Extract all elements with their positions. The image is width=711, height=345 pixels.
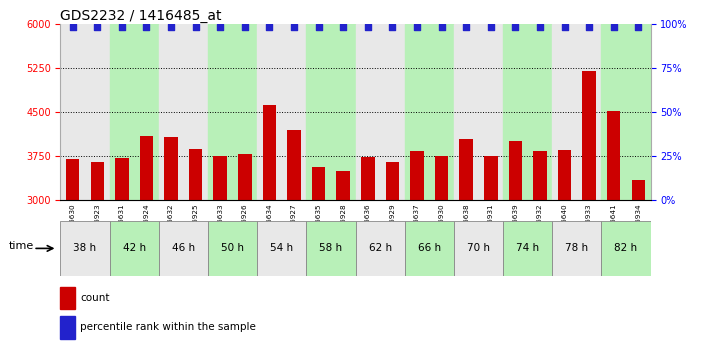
Bar: [115, 158, 129, 200]
Bar: [410, 151, 424, 200]
Bar: [60, 24, 109, 200]
Bar: [60, 221, 109, 276]
Point: [289, 24, 300, 30]
Bar: [454, 221, 503, 276]
Text: GDS2232 / 1416485_at: GDS2232 / 1416485_at: [60, 9, 222, 23]
Point: [411, 24, 422, 30]
Point: [313, 24, 324, 30]
Text: 50 h: 50 h: [221, 244, 244, 253]
Text: 82 h: 82 h: [614, 244, 638, 253]
Bar: [459, 139, 473, 200]
Text: 54 h: 54 h: [270, 244, 294, 253]
Bar: [208, 221, 257, 276]
Point: [190, 24, 201, 30]
Bar: [109, 221, 159, 276]
Point: [116, 24, 127, 30]
Point: [436, 24, 447, 30]
Point: [67, 24, 78, 30]
Bar: [164, 137, 178, 200]
Point: [338, 24, 349, 30]
Point: [584, 24, 595, 30]
Bar: [140, 136, 154, 200]
Bar: [454, 24, 503, 200]
Text: 58 h: 58 h: [319, 244, 343, 253]
Bar: [336, 171, 350, 200]
Point: [461, 24, 472, 30]
Bar: [557, 150, 571, 200]
Point: [239, 24, 250, 30]
Bar: [385, 162, 399, 200]
Bar: [257, 221, 306, 276]
Bar: [306, 221, 356, 276]
Bar: [159, 24, 208, 200]
Bar: [533, 151, 547, 200]
Point: [633, 24, 644, 30]
Bar: [508, 141, 522, 200]
Bar: [306, 24, 356, 200]
Bar: [552, 221, 602, 276]
Bar: [607, 111, 621, 200]
Bar: [435, 156, 449, 200]
Bar: [257, 24, 306, 200]
Bar: [312, 167, 326, 200]
Text: time: time: [9, 241, 34, 250]
Bar: [109, 24, 159, 200]
Bar: [552, 24, 602, 200]
Bar: [213, 156, 227, 200]
Bar: [405, 24, 454, 200]
Text: count: count: [80, 293, 109, 303]
Point: [559, 24, 570, 30]
Bar: [90, 162, 104, 200]
Bar: [503, 24, 552, 200]
Text: 46 h: 46 h: [172, 244, 195, 253]
Text: 70 h: 70 h: [467, 244, 490, 253]
Bar: [208, 24, 257, 200]
Bar: [262, 105, 276, 200]
Bar: [60, 316, 75, 339]
Point: [264, 24, 275, 30]
Bar: [356, 24, 405, 200]
Bar: [66, 159, 80, 200]
Text: 74 h: 74 h: [516, 244, 539, 253]
Bar: [159, 221, 208, 276]
Bar: [356, 221, 405, 276]
Text: 38 h: 38 h: [73, 244, 97, 253]
Text: 62 h: 62 h: [368, 244, 392, 253]
Text: 78 h: 78 h: [565, 244, 589, 253]
Point: [387, 24, 398, 30]
Point: [608, 24, 619, 30]
Point: [166, 24, 177, 30]
Bar: [602, 24, 651, 200]
Point: [510, 24, 521, 30]
Text: 42 h: 42 h: [122, 244, 146, 253]
Bar: [484, 156, 498, 200]
Bar: [631, 180, 645, 200]
Text: percentile rank within the sample: percentile rank within the sample: [80, 323, 256, 333]
Point: [362, 24, 373, 30]
Text: 66 h: 66 h: [417, 244, 441, 253]
Bar: [238, 154, 252, 200]
Point: [485, 24, 496, 30]
Point: [534, 24, 545, 30]
Bar: [287, 130, 301, 200]
Point: [92, 24, 103, 30]
Point: [215, 24, 226, 30]
Bar: [602, 221, 651, 276]
Bar: [60, 287, 75, 309]
Point: [141, 24, 152, 30]
Bar: [189, 149, 203, 200]
Bar: [503, 221, 552, 276]
Bar: [405, 221, 454, 276]
Bar: [582, 71, 596, 200]
Bar: [361, 157, 375, 200]
